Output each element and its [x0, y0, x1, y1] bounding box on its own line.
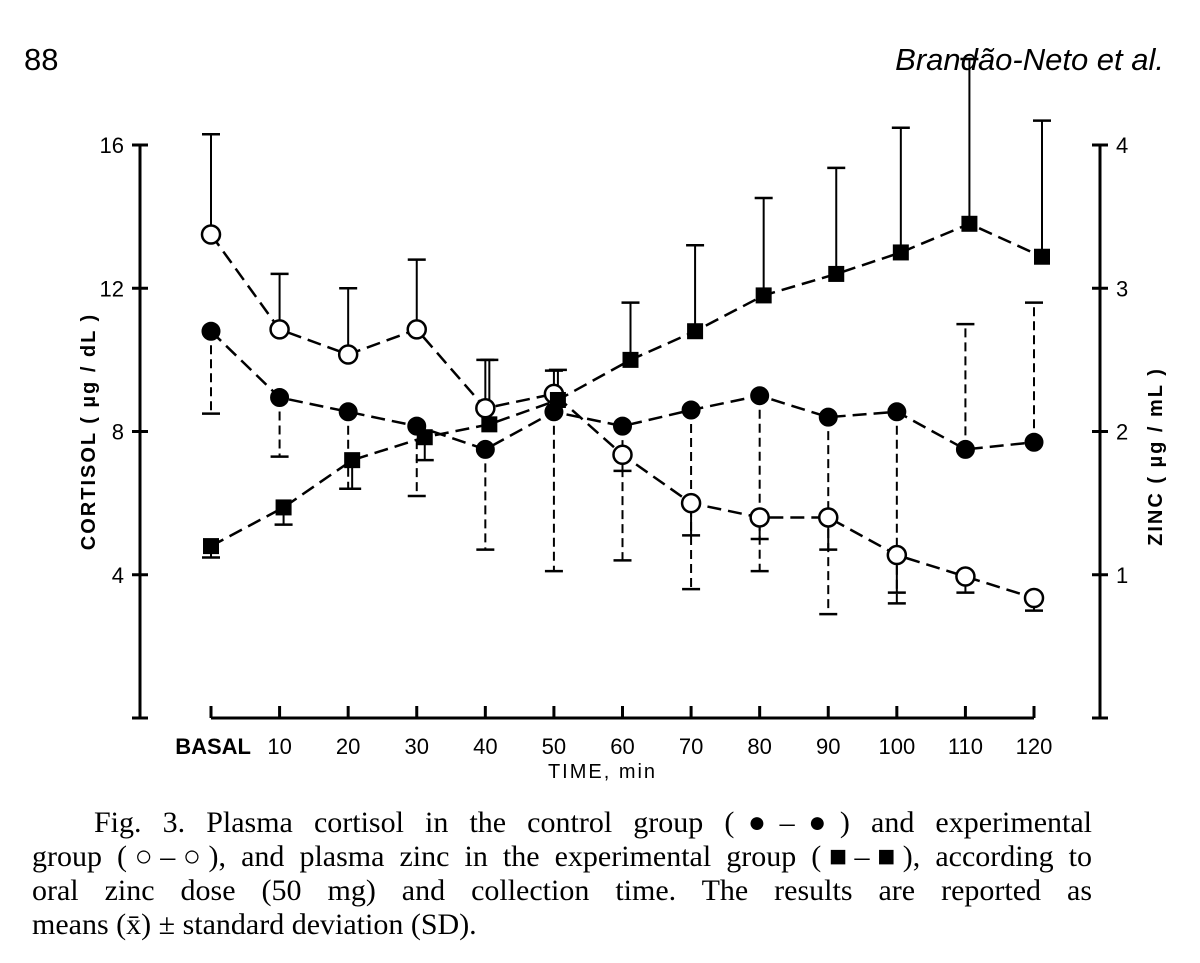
- experimental-cortisol-point: [749, 507, 770, 528]
- control-cortisol-point: [270, 387, 290, 407]
- experimental-cortisol-point: [886, 544, 908, 566]
- experimental-cortisol-point: [337, 344, 359, 365]
- experimental-zinc-point: [275, 499, 292, 516]
- right-y-tick-label: 4: [1116, 133, 1128, 158]
- left-y-tick-label: 4: [112, 563, 124, 588]
- x-tick-label: 120: [1016, 734, 1053, 759]
- experimental-cortisol-point: [475, 397, 496, 419]
- experimental-zinc-point: [961, 215, 978, 232]
- x-tick-label: 100: [878, 734, 915, 759]
- experimental-zinc-point: [687, 323, 704, 340]
- caption-line: means (x̄) ± standard deviation (SD).: [32, 908, 477, 941]
- experimental-cortisol-point: [818, 507, 839, 528]
- experimental-cortisol-point: [200, 224, 222, 245]
- x-tick-label: 20: [336, 734, 360, 759]
- error-bars: [202, 57, 1051, 616]
- x-tick-label: BASAL: [175, 734, 251, 759]
- control-cortisol-point: [887, 402, 907, 422]
- left-y-axis-title: CORTISOL ( µg / dL ): [78, 313, 100, 550]
- right-y-tick-label: 3: [1116, 276, 1128, 301]
- experimental-zinc-point: [481, 416, 498, 433]
- x-axis-title: TIME, min: [548, 761, 657, 783]
- left-y-tick-label: 8: [112, 420, 124, 445]
- control-cortisol-point: [818, 407, 838, 427]
- experimental-zinc-point: [892, 244, 909, 261]
- right-y-tick-label: 2: [1116, 420, 1128, 445]
- control-cortisol-point: [681, 400, 701, 420]
- series-line: [210, 222, 1043, 548]
- x-tick-label: 50: [542, 734, 566, 759]
- experimental-zinc-point: [1034, 248, 1050, 265]
- caption-line: Fig. 3. Plasma cortisol in the control g…: [94, 806, 1092, 839]
- caption-line: oral zinc dose (50 mg) and collection ti…: [32, 874, 1092, 907]
- experimental-cortisol-point: [680, 492, 702, 514]
- caption-line: group (○–○), and plasma zinc in the expe…: [32, 840, 1092, 873]
- x-tick-label: 40: [473, 734, 497, 759]
- axes: [132, 143, 1108, 720]
- experimental-cortisol-point: [955, 566, 976, 587]
- experimental-cortisol-point: [1023, 587, 1045, 609]
- x-tick-label: 30: [405, 734, 429, 759]
- left-y-tick-label: 16: [100, 133, 124, 158]
- control-cortisol-point: [201, 321, 221, 341]
- control-cortisol-point: [338, 402, 358, 422]
- control-cortisol-point: [1024, 432, 1044, 452]
- x-tick-label: 90: [816, 734, 840, 759]
- x-tick-label: 110: [948, 734, 983, 759]
- left-y-tick-label: 12: [100, 276, 124, 301]
- experimental-zinc-point: [622, 351, 639, 368]
- right-y-tick-label: 1: [1116, 563, 1128, 588]
- running-head: Brandão-Neto et al.: [895, 42, 1164, 77]
- page-number: 88: [24, 42, 59, 77]
- experimental-cortisol-point: [612, 444, 633, 466]
- experimental-zinc-point: [549, 391, 566, 408]
- figure-caption: Fig. 3. Plasma cortisol in the control g…: [32, 806, 1092, 942]
- experimental-zinc-point: [416, 429, 433, 446]
- experimental-zinc-point: [828, 265, 845, 282]
- series-lines: [209, 222, 1043, 600]
- control-cortisol-point: [750, 386, 770, 406]
- x-tick-label: 60: [610, 734, 634, 759]
- experimental-zinc-point: [344, 452, 361, 469]
- control-cortisol-point: [475, 439, 495, 459]
- series-markers: [200, 215, 1050, 609]
- experimental-zinc-point: [203, 538, 219, 555]
- right-y-axis-title: ZINC ( µg / mL ): [1145, 367, 1167, 546]
- x-tick-label: 10: [267, 734, 291, 759]
- experimental-cortisol-point: [269, 319, 290, 340]
- experimental-cortisol-point: [406, 319, 427, 340]
- x-tick-label: 80: [747, 734, 771, 759]
- experimental-zinc-point: [755, 287, 772, 304]
- x-tick-label: 70: [679, 734, 703, 759]
- control-cortisol-point: [613, 416, 632, 436]
- control-cortisol-point: [955, 439, 975, 459]
